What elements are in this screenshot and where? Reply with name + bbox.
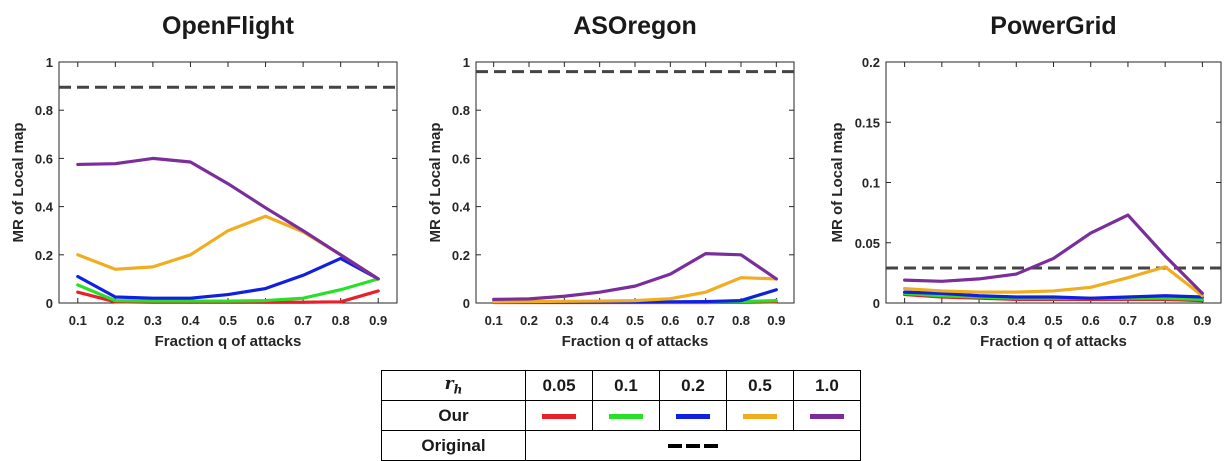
chart-panel-2: PowerGrid 0 0.05 0.1 0.15 0.2 0.1 0.2 0.3 0.4 0.5 0… (829, 12, 1222, 350)
chart-panel-0: OpenFlight 0 0.2 0.4 0.6 0.8 1 0.1 0.2 0.3 0.4 0.5 0… (10, 12, 398, 350)
y-tick-label: 0.4 (35, 200, 54, 215)
legend-swatch-cell-0 (525, 400, 593, 431)
legend-swatch-2 (676, 413, 710, 419)
plot-frame (475, 61, 795, 304)
x-axis-label: Fraction q of attacks (562, 333, 709, 350)
y-axis-label: MR of Local map (427, 122, 444, 242)
y-tick-label: 0 (46, 296, 53, 311)
x-tick-label: 0.2 (933, 313, 951, 328)
series-line-3 (76, 214, 380, 281)
legend-rh-symbol: r (444, 374, 454, 395)
x-tick-label: 0.7 (1119, 313, 1137, 328)
legend-value-3: 0.5 (726, 370, 794, 401)
series-line-3 (903, 265, 1204, 298)
legend-dash-segment (704, 444, 718, 449)
x-tick-label: 0.5 (626, 313, 644, 328)
x-tick-label: 0.9 (1193, 313, 1211, 328)
y-tick-label: 0.6 (452, 151, 470, 166)
legend-swatch-cell-4 (793, 400, 861, 431)
y-tick-label: 0.8 (35, 103, 53, 118)
legend-swatch-cell-3 (726, 400, 794, 431)
y-tick-label: 0.2 (862, 55, 880, 70)
y-tick-label: 0.4 (452, 200, 471, 215)
legend-original-label: Original (381, 430, 526, 461)
series-line-4 (76, 156, 380, 281)
y-axis-label: MR of Local map (10, 122, 27, 242)
legend-value-4: 1.0 (793, 370, 861, 401)
x-tick-label: 0.3 (970, 313, 988, 328)
chart-title: ASOregon (573, 12, 697, 40)
y-tick-label: 0.2 (35, 248, 53, 263)
x-tick-label: 0.7 (294, 313, 312, 328)
legend-swatch-4 (810, 413, 844, 419)
x-tick-label: 0.2 (520, 313, 538, 328)
legend-rh-header: rh (381, 370, 526, 401)
legend-original-row: Original (381, 430, 861, 461)
legend-swatch-3 (743, 413, 777, 419)
x-tick-label: 0.1 (69, 313, 87, 328)
y-tick-label: 1 (463, 55, 470, 70)
chart-panel-1: ASOregon 0 0.2 0.4 0.6 0.8 1 0.1 0.2 0.3 0.4 0.5 0.6… (427, 12, 795, 350)
y-axis-label: MR of Local map (829, 122, 846, 242)
x-tick-label: 0.8 (1156, 313, 1174, 328)
series-line-2 (903, 290, 1204, 300)
legend-table: rh 0.05 0.1 0.2 0.5 1.0 Our Original (381, 370, 861, 461)
x-tick-label: 0.9 (767, 313, 785, 328)
x-tick-label: 0.5 (1044, 313, 1062, 328)
legend-value-0: 0.05 (525, 370, 593, 401)
legend-dash-segment (668, 444, 682, 449)
legend-swatch-cell-1 (592, 400, 660, 431)
legend-value-1: 0.1 (592, 370, 660, 401)
series-line-4 (903, 213, 1204, 295)
x-tick-label: 0.5 (219, 313, 237, 328)
x-axis-label: Fraction q of attacks (980, 333, 1127, 350)
x-tick-label: 0.8 (732, 313, 750, 328)
y-tick-label: 0 (463, 296, 470, 311)
legend-swatch-cell-2 (659, 400, 727, 431)
x-tick-label: 0.4 (181, 313, 200, 328)
x-tick-label: 0.7 (697, 313, 715, 328)
x-axis-label: Fraction q of attacks (155, 333, 302, 350)
y-tick-label: 0 (873, 296, 880, 311)
series-line-4 (492, 251, 778, 301)
x-tick-label: 0.2 (106, 313, 124, 328)
legend-dash-segment (686, 444, 700, 449)
legend-value-2: 0.2 (659, 370, 727, 401)
x-tick-label: 0.6 (661, 313, 679, 328)
series-line-1 (76, 277, 380, 303)
y-tick-label: 0.05 (855, 236, 880, 251)
legend-header-row: rh 0.05 0.1 0.2 0.5 1.0 (381, 370, 861, 401)
charts-figure: OpenFlight 0 0.2 0.4 0.6 0.8 1 0.1 0.2 0.3 0.4 0.5 0… (10, 12, 1222, 350)
legend-rh-subscript: h (453, 382, 463, 397)
y-tick-label: 0.15 (855, 115, 880, 130)
x-tick-label: 0.1 (896, 313, 914, 328)
x-tick-label: 0.3 (144, 313, 162, 328)
y-tick-label: 1 (46, 55, 53, 70)
x-tick-label: 0.4 (1007, 313, 1026, 328)
series-line-3 (492, 276, 778, 304)
chart-title: OpenFlight (162, 12, 295, 40)
x-tick-label: 0.6 (1082, 313, 1100, 328)
x-tick-label: 0.1 (485, 313, 503, 328)
x-tick-label: 0.4 (591, 313, 610, 328)
y-tick-label: 0.6 (35, 151, 53, 166)
series-line-2 (76, 256, 380, 300)
chart-title: PowerGrid (990, 12, 1116, 40)
y-tick-label: 0.8 (452, 103, 470, 118)
legend-original-dash-cell (525, 430, 861, 461)
legend-our-label: Our (381, 400, 526, 431)
x-tick-label: 0.8 (332, 313, 350, 328)
y-tick-label: 0.1 (862, 176, 880, 191)
legend-swatch-1 (609, 413, 643, 419)
y-tick-label: 0.2 (452, 248, 470, 263)
x-tick-label: 0.9 (369, 313, 387, 328)
legend-our-row: Our (381, 400, 861, 431)
legend-swatch-0 (542, 413, 576, 419)
x-tick-label: 0.6 (257, 313, 275, 328)
x-tick-label: 0.3 (555, 313, 573, 328)
